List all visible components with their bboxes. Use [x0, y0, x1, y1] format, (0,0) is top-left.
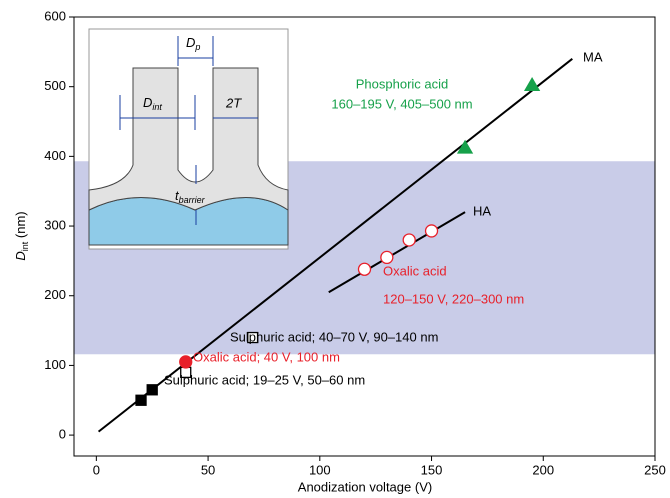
x-tick-label: 150: [421, 462, 443, 477]
y-tick-label: 400: [44, 148, 66, 163]
y-axis-label: Dint (nm): [13, 211, 30, 260]
marker: [247, 331, 259, 344]
marker: [357, 262, 372, 276]
plot-frame: [73, 16, 656, 457]
inset-label: Dp: [186, 35, 200, 52]
line-label: MA: [583, 49, 603, 64]
y-tick-label: 300: [44, 217, 66, 232]
inset-diagram: Dp Dint 2T tbarrier: [88, 28, 289, 250]
annotation: 160–195 V, 405–500 nm: [331, 96, 472, 111]
y-tick-label: 0: [59, 427, 66, 442]
x-tick-label: 250: [644, 462, 666, 477]
inset-label: Dint: [143, 95, 162, 112]
marker: [456, 139, 474, 154]
line-label: HA: [473, 203, 491, 218]
inset-label: tbarrier: [175, 188, 206, 205]
marker: [523, 76, 541, 91]
marker: [135, 394, 147, 406]
marker: [146, 384, 158, 396]
y-tick-label: 600: [44, 8, 66, 23]
annotation: 120–150 V, 220–300 nm: [383, 291, 524, 306]
annotation: Phosphoric acid: [356, 76, 449, 91]
fit-line: [97, 58, 573, 433]
inset-label: 2T: [225, 95, 242, 110]
marker: [424, 224, 439, 238]
y-tick-label: 100: [44, 357, 66, 372]
annotation: Sulphuric acid; 19–25 V, 50–60 nm: [164, 372, 365, 387]
annotation: Sulphuric acid; 40–70 V, 90–140 nm: [230, 329, 438, 344]
x-tick-label: 100: [309, 462, 331, 477]
marker: [380, 250, 394, 265]
marker: [402, 233, 416, 247]
x-tick-label: 0: [93, 462, 100, 477]
annotation: Oxalic acid; 40 V, 100 nm: [193, 349, 340, 364]
x-axis-label: Anodization voltage (V): [298, 479, 432, 494]
oxide: [88, 67, 289, 211]
x-tick-label: 50: [201, 462, 215, 477]
x-tick-label: 200: [532, 462, 554, 477]
fit-line: [328, 211, 466, 294]
inset-arrows: [119, 36, 258, 225]
y-tick-label: 500: [44, 78, 66, 93]
annotation: Oxalic acid: [383, 263, 447, 278]
marker: [179, 355, 193, 369]
y-tick-label: 200: [44, 287, 66, 302]
